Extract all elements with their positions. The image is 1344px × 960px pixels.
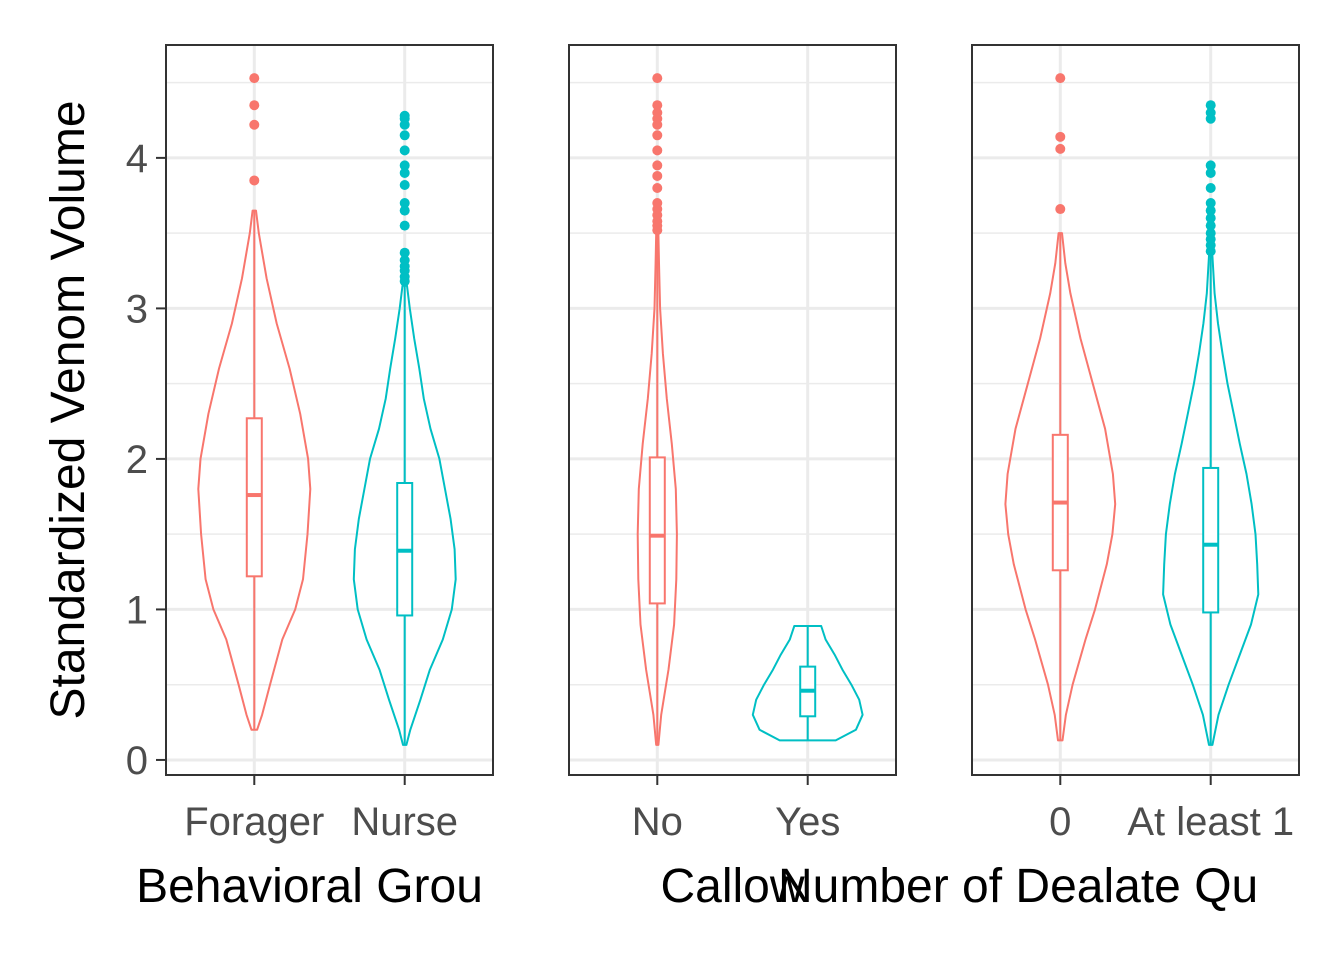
outlier-point [1205, 228, 1216, 239]
outlier-point [249, 73, 260, 84]
outlier-point [399, 220, 410, 231]
violin [197, 209, 312, 731]
outlier-point [1205, 182, 1216, 193]
violin [751, 625, 864, 742]
panels: 0 1 2 3 4 Forager Nurse Behavioral Grou No Yes Cal… [126, 44, 1300, 913]
panel-1: Forager Nurse Behavioral Grou [136, 44, 494, 913]
outlier-point [399, 130, 410, 141]
outlier-point [652, 107, 663, 118]
panel-border [165, 44, 494, 776]
outlier-point [652, 198, 663, 209]
outlier-point [1205, 213, 1216, 224]
outlier-point [652, 100, 663, 111]
outlier-point [249, 175, 260, 186]
category-0 [1004, 73, 1117, 742]
y-tick-label: 3 [126, 287, 148, 331]
outlier-point [399, 145, 410, 156]
outlier-point [399, 198, 410, 209]
outlier-point [1205, 167, 1216, 178]
outlier-point [1205, 205, 1216, 216]
outlier-point [399, 160, 410, 171]
outlier-point [399, 247, 410, 258]
x-tick-label: No [632, 800, 683, 844]
outlier-point [399, 179, 410, 190]
outlier-point [1055, 73, 1066, 84]
outlier-point [652, 160, 663, 171]
x-tick-label: Yes [775, 800, 840, 844]
outlier-point [399, 255, 410, 266]
outlier-point [1205, 160, 1216, 171]
outlier-point [1055, 131, 1066, 142]
category-nurse [352, 110, 457, 746]
outlier-point [1205, 198, 1216, 209]
panel-3: 0 At least 1 Number of Dealate Qu [778, 44, 1300, 913]
violin [1004, 232, 1117, 742]
y-axis-title: Standardized Venom Volume [42, 100, 95, 719]
panel-2: No Yes Callow [568, 44, 897, 913]
y-tick-label: 2 [126, 438, 148, 482]
category-yes [751, 625, 864, 742]
category-at-least-1 [1162, 100, 1260, 746]
x-tick-label: Forager [184, 800, 324, 844]
outlier-point [652, 145, 663, 156]
box [648, 456, 666, 605]
outlier-point [652, 73, 663, 84]
outlier-point [399, 110, 410, 121]
outlier-point [1205, 107, 1216, 118]
outlier-point [1205, 100, 1216, 111]
x-tick-label: 0 [1049, 800, 1071, 844]
outlier-point [249, 119, 260, 130]
outlier-point [652, 182, 663, 193]
y-tick-label: 4 [126, 137, 148, 181]
outlier-point [1205, 220, 1216, 231]
panel-border [971, 44, 1300, 776]
outlier-point [1055, 204, 1066, 215]
outlier-point [652, 170, 663, 181]
x-tick-label: At least 1 [1127, 800, 1294, 844]
category-forager [197, 73, 312, 731]
box [1202, 466, 1220, 614]
y-tick-label: 1 [126, 588, 148, 632]
x-axis-title: Number of Dealate Qu [778, 860, 1258, 913]
outlier-point [1055, 143, 1066, 154]
category-no [636, 73, 678, 746]
x-tick-label: Nurse [351, 800, 458, 844]
box [245, 417, 263, 578]
y-tick-label: 0 [126, 739, 148, 783]
outlier-point [399, 167, 410, 178]
violin [352, 284, 457, 746]
x-axis-title: Behavioral Grou [136, 860, 483, 913]
x-axis-title: Callow [660, 860, 804, 913]
outlier-point [399, 205, 410, 216]
panel-border [568, 44, 897, 776]
outlier-point [249, 100, 260, 111]
outlier-point [652, 130, 663, 141]
